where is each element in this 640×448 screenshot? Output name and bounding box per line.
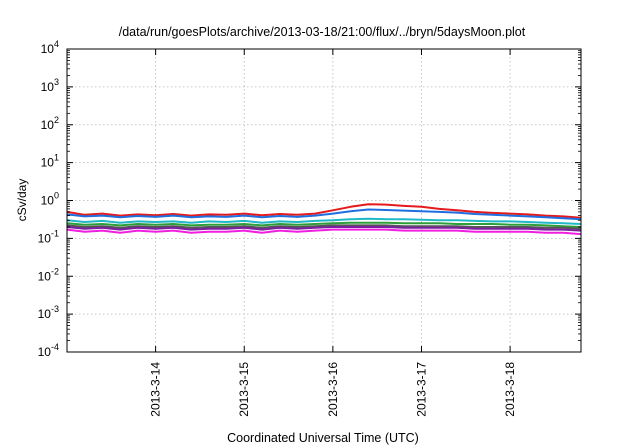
x-tick-label: 2013-3-16 bbox=[326, 362, 340, 417]
series-line-5 bbox=[66, 224, 582, 230]
y-tick-label: 10-3 bbox=[38, 304, 59, 321]
y-axis-label: cSv/day bbox=[15, 179, 29, 222]
x-tick-label: 2013-3-15 bbox=[237, 362, 251, 417]
x-tick-label: 2013-3-14 bbox=[149, 362, 163, 417]
x-tick-label: 2013-3-17 bbox=[414, 362, 428, 417]
y-tick-label: 10-1 bbox=[38, 228, 59, 245]
y-tick-label: 10-2 bbox=[38, 266, 59, 283]
series-line-6 bbox=[66, 226, 582, 232]
series-line-3 bbox=[66, 217, 582, 225]
series-line-2 bbox=[66, 208, 582, 221]
x-axis: 2013-3-14 2013-3-15 2013-3-16 2013-3-17 2013… bbox=[149, 49, 517, 417]
plot-lines bbox=[66, 203, 582, 236]
grid bbox=[67, 49, 581, 352]
series-line-7 bbox=[66, 228, 582, 236]
y-tick-label: 103 bbox=[41, 77, 59, 94]
x-tick-label: 2013-3-18 bbox=[503, 362, 517, 417]
y-tick-label: 10-4 bbox=[38, 342, 59, 359]
y-tick-label: 101 bbox=[41, 153, 59, 170]
series-line-4 bbox=[66, 221, 582, 228]
y-tick-label: 100 bbox=[41, 191, 59, 208]
chart-title: /data/run/goesPlots/archive/2013-03-18/2… bbox=[119, 25, 526, 39]
x-axis-label: Coordinated Universal Time (UTC) bbox=[227, 431, 419, 445]
y-tick-label: 104 bbox=[41, 39, 59, 56]
y-axis: 10-4 10-3 10-2 10-1 100 101 102 103 104 bbox=[38, 39, 581, 359]
y-tick-label: 102 bbox=[41, 115, 59, 132]
series-line-1 bbox=[66, 203, 582, 219]
